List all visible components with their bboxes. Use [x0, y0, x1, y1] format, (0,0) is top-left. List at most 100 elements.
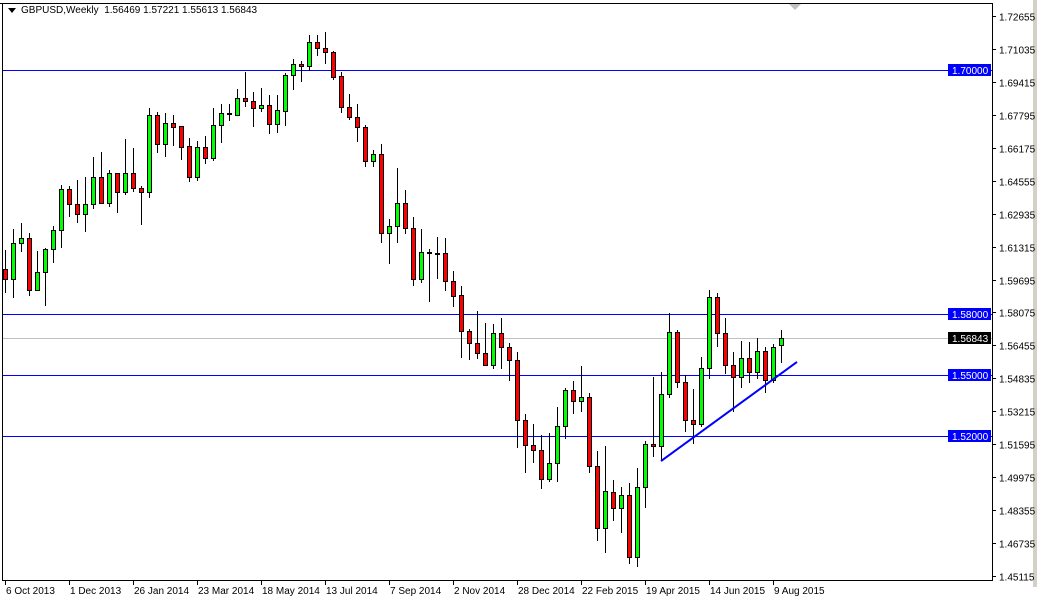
price-tag-label: 1.55000: [952, 371, 989, 382]
bear-candle-body: [627, 495, 632, 558]
price-tick-label: 1.69415: [999, 79, 1036, 90]
candle: [643, 441, 648, 508]
candle: [187, 138, 192, 182]
time-tick-label: 2 Nov 2014: [454, 586, 506, 597]
bull-candle-body: [147, 115, 152, 193]
time-tick-label: 22 Feb 2015: [582, 586, 639, 597]
bear-candle-body: [403, 203, 408, 229]
bear-candle-body: [331, 52, 336, 78]
bull-candle-body: [51, 230, 56, 250]
price-tag-bg: [948, 369, 991, 381]
candle: [771, 344, 776, 383]
time-tick-label: 13 Jul 2014: [326, 586, 378, 597]
bear-candle-body: [315, 42, 320, 49]
time-tick-label: 18 May 2014: [262, 586, 320, 597]
bear-candle-body: [715, 297, 720, 334]
bull-candle-body: [259, 105, 264, 109]
bull-candle-body: [235, 98, 240, 116]
bear-candle-body: [763, 351, 768, 381]
candle: [699, 357, 704, 427]
candle: [707, 290, 712, 379]
candle: [563, 388, 568, 439]
bear-candle-body: [587, 397, 592, 467]
candle: [779, 330, 784, 363]
bear-candle-body: [515, 360, 520, 421]
chart-shift-marker-icon[interactable]: [789, 4, 801, 10]
candle: [611, 480, 616, 521]
bull-candle-body: [395, 203, 400, 227]
price-tag-label: 1.70000: [952, 66, 989, 77]
bear-candle-body: [99, 177, 104, 204]
candle: [227, 104, 232, 121]
bull-candle-body: [163, 123, 168, 145]
bear-candle-body: [67, 189, 72, 205]
price-tick-label: 1.59695: [999, 277, 1036, 288]
bear-candle-body: [539, 450, 544, 480]
candle: [491, 324, 496, 369]
candle: [11, 229, 16, 298]
candle: [107, 170, 112, 207]
bear-candle-body: [203, 147, 208, 159]
bull-candle-body: [619, 495, 624, 509]
price-tick-label: 1.51595: [999, 441, 1036, 452]
candle: [147, 108, 152, 198]
bull-candle-body: [635, 487, 640, 558]
candle: [667, 313, 672, 398]
chart-header: GBPUSD,Weekly 1.56469 1.57221 1.55613 1.…: [8, 5, 257, 16]
bear-candle-body: [507, 347, 512, 361]
candle: [347, 94, 352, 120]
time-tick-label: 28 Dec 2014: [518, 586, 575, 597]
candle: [547, 433, 552, 482]
candle: [67, 186, 72, 217]
bull-candle-body: [107, 173, 112, 204]
candle: [83, 177, 88, 232]
candle: [691, 389, 696, 444]
bear-candle-body: [3, 269, 8, 280]
price-tick-label: 1.66175: [999, 145, 1036, 156]
candle: [315, 35, 320, 56]
candle: [499, 318, 504, 369]
bear-candle-body: [595, 466, 600, 529]
candle: [339, 72, 344, 113]
candle: [99, 152, 104, 204]
bull-candle-body: [387, 226, 392, 234]
bear-candle-body: [115, 173, 120, 193]
candle: [91, 157, 96, 209]
bear-candle-body: [571, 390, 576, 402]
time-tick-label: 1 Dec 2013: [70, 586, 122, 597]
price-tick-label: 1.54835: [999, 375, 1036, 386]
price-tag-bg: [948, 308, 991, 320]
candle: [363, 125, 368, 167]
bear-candle-body: [187, 146, 192, 178]
time-tick-label: 14 Jun 2015: [710, 586, 765, 597]
candle: [635, 468, 640, 567]
price-axis: 1.72655 1.71035 1.69415 1.67795 1.66175 1.645…: [993, 13, 1036, 584]
bear-candle-body: [347, 107, 352, 118]
bull-candle-body: [307, 42, 312, 67]
price-tick-label: 1.67795: [999, 112, 1036, 123]
candle: [715, 293, 720, 347]
candle: [379, 144, 384, 243]
bull-candle-body: [707, 297, 712, 369]
candle: [235, 89, 240, 116]
price-tick-label: 1.64555: [999, 178, 1036, 189]
price-tick-label: 1.45115: [999, 573, 1035, 584]
bull-candle-body: [283, 75, 288, 112]
candle: [179, 126, 184, 160]
bull-candle-body: [419, 252, 424, 280]
candle: [411, 217, 416, 286]
candle: [603, 446, 608, 553]
candle: [515, 352, 520, 448]
bull-candle-body: [547, 463, 552, 480]
candle: [627, 483, 632, 564]
time-tick-label: 7 Sep 2014: [390, 586, 442, 597]
candle: [651, 377, 656, 457]
price-tag-bg: [948, 332, 991, 344]
bear-candle-body: [299, 64, 304, 67]
bull-candle-body: [11, 243, 16, 280]
price-tag-label: 1.58000: [952, 310, 989, 321]
candle: [419, 229, 424, 283]
time-tick-label: 6 Oct 2013: [6, 586, 55, 597]
dropdown-triangle-icon[interactable]: [8, 7, 16, 13]
